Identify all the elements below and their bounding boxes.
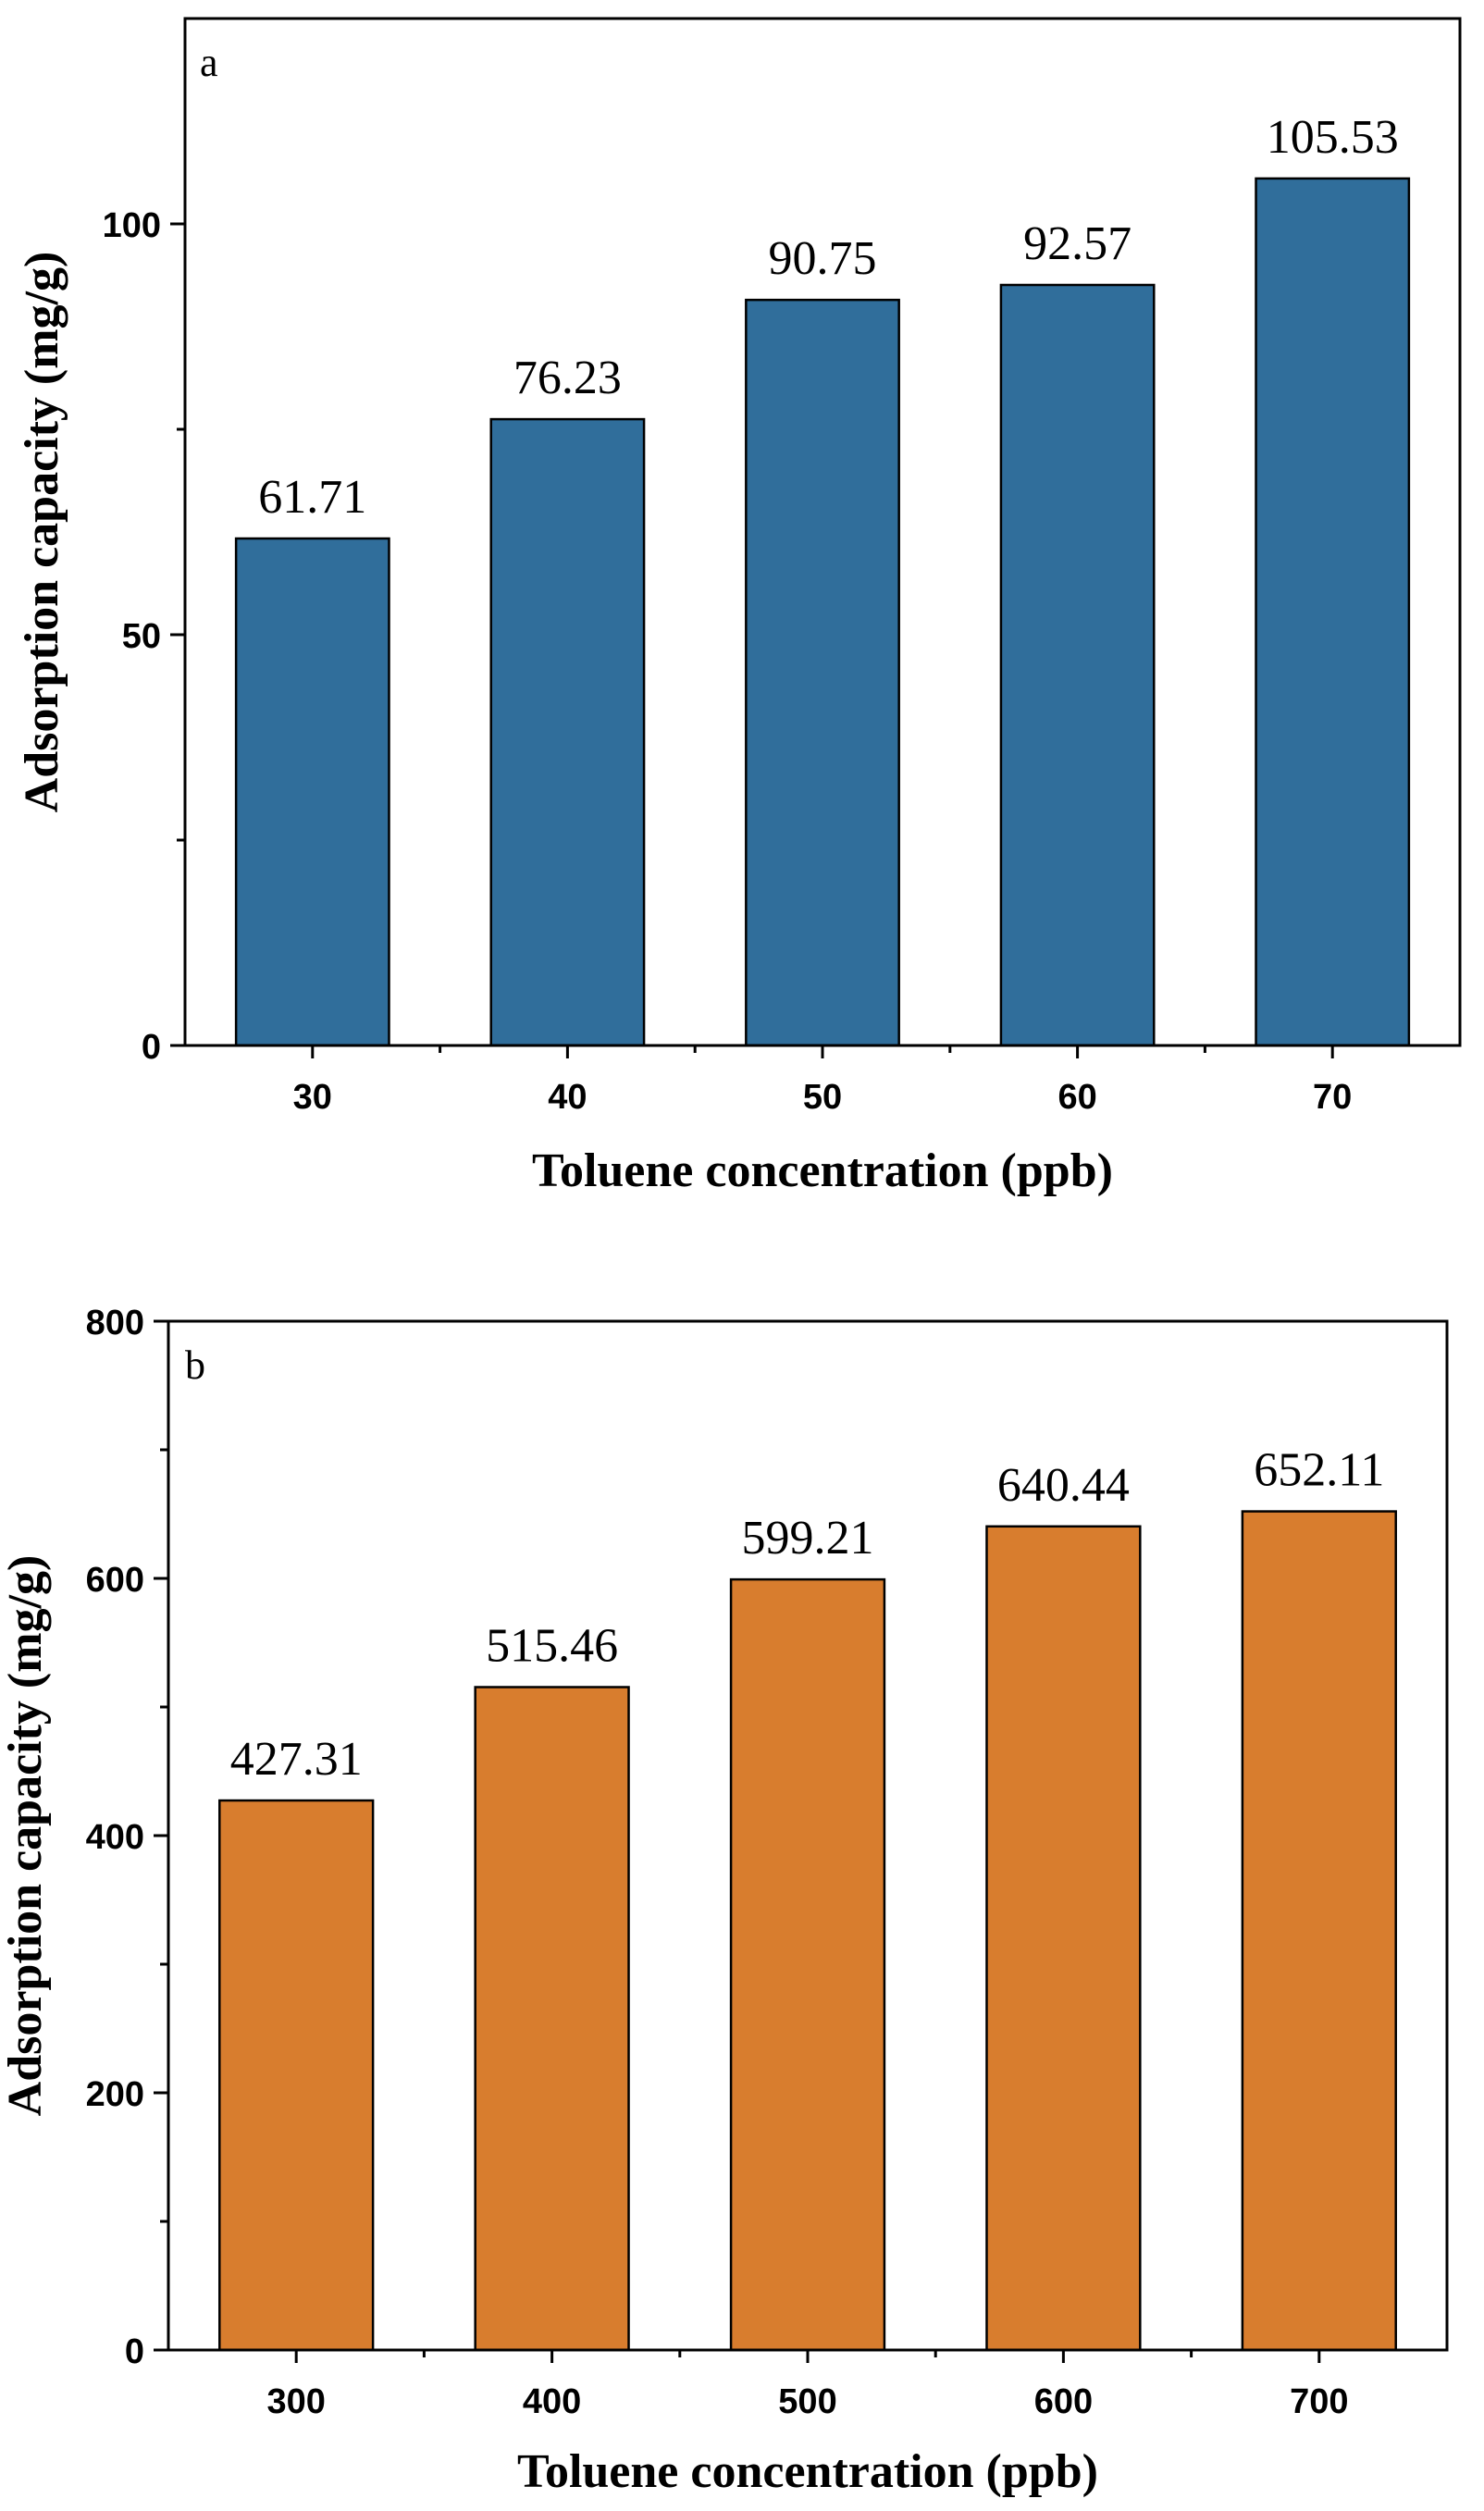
- data-label-700: 652.11: [1254, 1444, 1384, 1497]
- plot-frame: [167, 1319, 1449, 2352]
- x-axis-title: Toluene concentration (ppb): [532, 1144, 1113, 1197]
- data-label-300: 427.31: [230, 1733, 363, 1786]
- x-tick-label-500: 500: [778, 2382, 836, 2421]
- y-tick-label-400: 400: [86, 1818, 144, 1857]
- data-label-30: 61.71: [258, 471, 366, 524]
- bar-60: [999, 283, 1156, 1047]
- bar-40: [489, 417, 646, 1047]
- bar-30: [234, 537, 390, 1047]
- y-tick-label-50: 50: [122, 617, 161, 656]
- x-tick-label-60: 60: [1057, 1078, 1096, 1117]
- y-tick-label-0: 0: [142, 1028, 161, 1067]
- y-axis-title: Adsorption capacity (mg/g): [0, 1555, 52, 2117]
- panel-label: a: [200, 40, 218, 85]
- bar-300: [218, 1799, 375, 2352]
- x-tick-label-700: 700: [1290, 2382, 1348, 2421]
- bar-70: [1255, 177, 1411, 1047]
- bar-400: [474, 1686, 630, 2352]
- x-tick-label-400: 400: [523, 2382, 581, 2421]
- x-tick-label-40: 40: [548, 1078, 587, 1117]
- data-label-600: 640.44: [997, 1459, 1130, 1512]
- y-tick-label-800: 800: [86, 1304, 144, 1342]
- y-axis-title: Adsorption capacity (mg/g): [16, 252, 68, 813]
- x-tick-label-30: 30: [293, 1078, 332, 1117]
- x-tick-label-300: 300: [266, 2382, 325, 2421]
- data-label-70: 105.53: [1267, 111, 1399, 164]
- y-tick-label-0: 0: [125, 2332, 144, 2371]
- bar-600: [985, 1525, 1142, 2352]
- chart-panel-a: 61.71 30 76.23 40 90.75 50 92.57 60 105.53 70 0 50 1…: [16, 17, 1462, 1197]
- x-tick-label-50: 50: [803, 1078, 842, 1117]
- data-label-40: 76.23: [513, 352, 622, 404]
- data-label-500: 599.21: [742, 1512, 874, 1565]
- bar-50: [745, 298, 900, 1047]
- y-tick-label-100: 100: [103, 206, 161, 245]
- chart-panel-b: 427.31 300 515.46 400 599.21 500 640.44 600 652.…: [0, 1304, 1449, 2498]
- x-tick-label-70: 70: [1313, 1078, 1352, 1117]
- x-axis-title: Toluene concentration (ppb): [517, 2445, 1098, 2498]
- y-tick-label-600: 600: [86, 1561, 144, 1600]
- data-label-50: 90.75: [769, 232, 877, 285]
- y-tick-label-200: 200: [86, 2075, 144, 2114]
- data-label-60: 92.57: [1023, 217, 1132, 270]
- bar-500: [729, 1577, 886, 2352]
- bar-700: [1241, 1510, 1397, 2352]
- plot-frame: [183, 17, 1462, 1047]
- x-tick-label-600: 600: [1034, 2382, 1093, 2421]
- panel-label: b: [185, 1342, 205, 1388]
- data-label-400: 515.46: [486, 1620, 618, 1673]
